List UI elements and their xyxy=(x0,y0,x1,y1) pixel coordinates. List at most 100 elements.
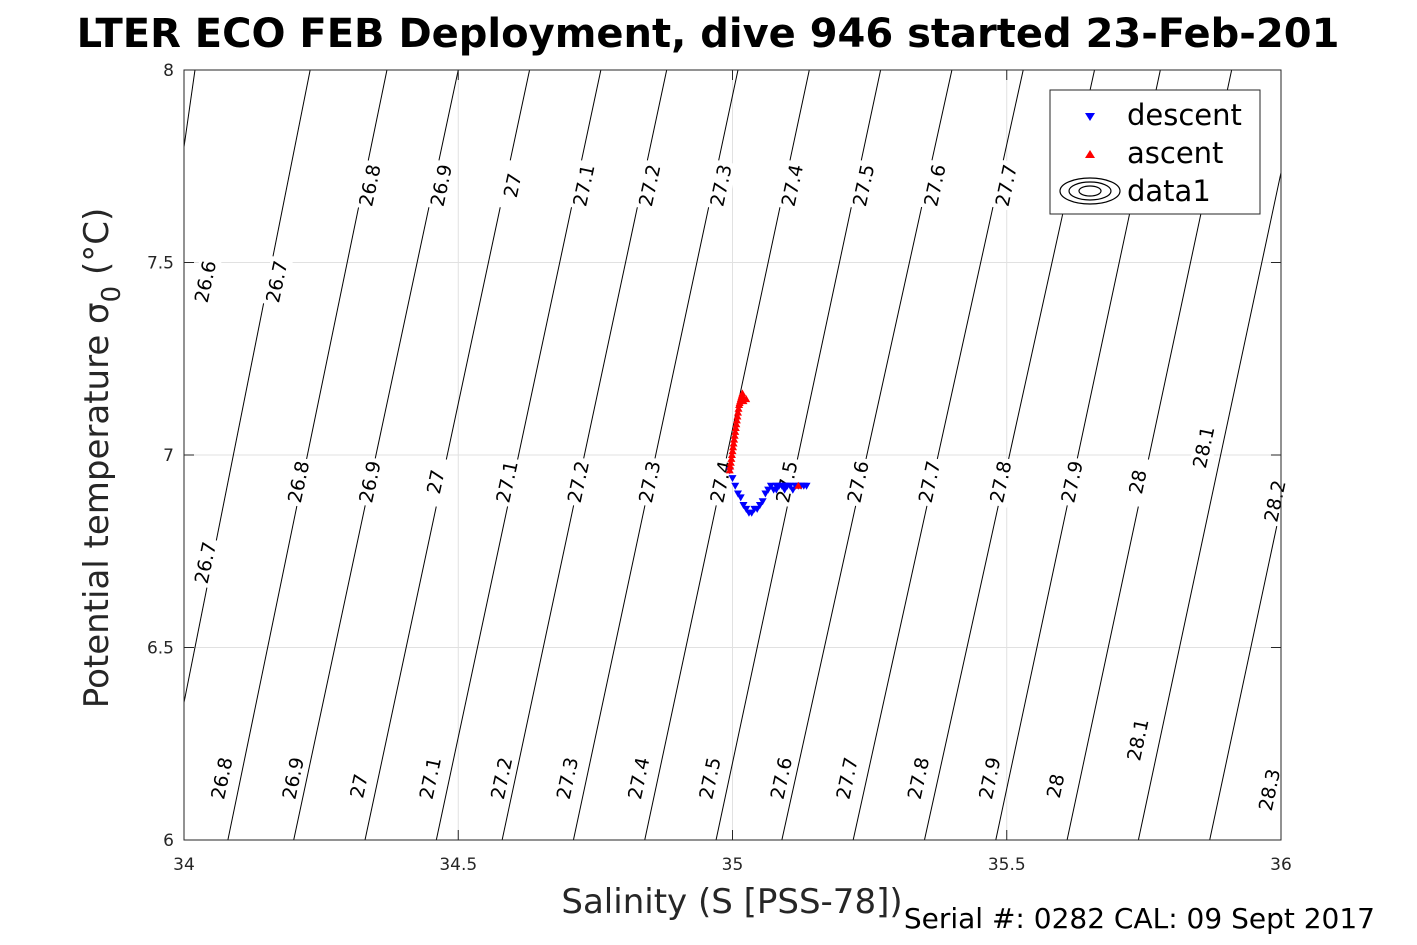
contour-label-bg xyxy=(261,255,294,308)
legend-descent-marker xyxy=(1085,113,1095,121)
legend-box xyxy=(1049,89,1261,215)
contour-label-bg xyxy=(426,159,458,212)
contour-label: 28 xyxy=(1125,468,1152,496)
contour-label-bg xyxy=(694,752,727,805)
legend-descent-label: descent xyxy=(1127,98,1242,132)
contour-label-bg xyxy=(486,752,518,805)
contour-label-bg xyxy=(491,456,524,508)
x-axis-label: Salinity (S [PSS-78]) xyxy=(561,882,902,922)
y-axis-label: Potential temperature σ0 (°C) xyxy=(77,208,127,708)
descent-point xyxy=(772,486,781,494)
contour-label-bg xyxy=(206,752,239,805)
contour-label-bg xyxy=(563,456,595,508)
x-tick-label: 35.5 xyxy=(988,855,1026,875)
legend-ascent-label: ascent xyxy=(1127,136,1223,170)
contour-label-bg xyxy=(343,760,376,812)
contour-label-bg xyxy=(777,159,809,212)
contour-label-bg xyxy=(568,159,601,212)
contour-label-bg xyxy=(354,159,387,212)
contour-label-bg xyxy=(848,159,880,212)
x-tick-label: 35 xyxy=(722,855,744,875)
ascent-point xyxy=(725,466,734,474)
contour-label-bg xyxy=(497,159,529,212)
contour-label-bg xyxy=(771,456,804,508)
contour-label-bg xyxy=(919,159,952,212)
contour-label-bg xyxy=(634,159,666,212)
descent-point xyxy=(731,482,740,490)
ascent-point xyxy=(738,389,747,397)
ascent-point xyxy=(726,462,735,470)
contour-label-bg xyxy=(634,456,666,508)
contour-label-bg xyxy=(1254,764,1286,816)
ascent-point xyxy=(730,431,739,439)
sigma0-contour-28.2 xyxy=(1209,503,1281,840)
descent-point xyxy=(758,498,767,506)
contour-label-bg xyxy=(420,456,453,508)
ascent-point xyxy=(733,408,742,416)
ascent-point xyxy=(732,416,741,424)
chart-title: LTER ECO FEB Deployment, dive 946 starte… xyxy=(77,11,1340,57)
contour-label-bg xyxy=(623,752,656,805)
contour-label-bg xyxy=(415,752,447,805)
serial-cal-footer: Serial #: 0282 CAL: 09 Sept 2017 xyxy=(904,902,1375,935)
descent-point xyxy=(780,482,789,490)
y-tick-label: 7.5 xyxy=(147,254,174,274)
contour-label-bg xyxy=(552,752,584,805)
data-series xyxy=(725,389,811,517)
x-tick-label: 34.5 xyxy=(439,855,477,875)
contour-label: 27 xyxy=(500,171,527,199)
contour-label-bg xyxy=(1122,714,1155,766)
contour-label-bg xyxy=(283,456,315,508)
contour-label-bg xyxy=(766,752,798,805)
y-axis-label-main: Potential temperature σ xyxy=(77,302,117,708)
contour-label-bg xyxy=(190,537,222,589)
legend-data1-label: data1 xyxy=(1127,174,1211,208)
ascent-point xyxy=(727,451,736,458)
contour-label-bg xyxy=(974,752,1007,805)
descent-point xyxy=(766,482,775,490)
contour-label-bg xyxy=(831,752,864,805)
descent-point xyxy=(786,482,795,490)
descent-point xyxy=(739,502,748,510)
ascent-point xyxy=(742,395,751,403)
contour-label-bg xyxy=(1040,760,1072,812)
ascent-point xyxy=(727,454,736,462)
contour-label-bg xyxy=(985,456,1018,508)
x-tick-label: 34 xyxy=(173,855,195,875)
ascent-point xyxy=(730,435,739,443)
contour-label: 28 xyxy=(1043,772,1070,800)
ascent-point xyxy=(729,443,738,451)
contour-label-bg xyxy=(1056,456,1089,508)
contour-label-bg xyxy=(990,159,1023,212)
sigma0-contour-28.3 xyxy=(1280,837,1281,840)
contour-label-bg xyxy=(354,456,387,508)
y-axis-label-sub: 0 xyxy=(97,286,127,303)
contour-label-bg xyxy=(190,255,222,308)
contour-label-bg xyxy=(1122,456,1155,508)
legend-ascent-marker xyxy=(1085,150,1095,158)
contour-label-bg xyxy=(705,159,738,212)
ascent-point xyxy=(794,481,803,489)
ascent-point xyxy=(731,427,740,435)
y-tick-label: 6.5 xyxy=(147,639,174,659)
sigma0-contour-28.1 xyxy=(1137,170,1281,840)
contour-label-bg xyxy=(1259,475,1292,527)
legend-data1-contour-icon xyxy=(1059,177,1121,205)
contour-label-bg xyxy=(903,752,935,805)
legend: descent ascent data1 xyxy=(1049,89,1261,215)
descent-point xyxy=(736,494,745,502)
ascent-point xyxy=(726,458,735,466)
descent-point xyxy=(802,482,811,490)
y-tick-label: 8 xyxy=(163,61,174,81)
contour-label-bg xyxy=(277,752,310,805)
contour-label-bg xyxy=(914,456,946,508)
contour-label-bg xyxy=(842,456,875,508)
axis-ticks: 34 34.5 35 35.5 36 6 6.5 7 7.5 8 xyxy=(147,61,1292,875)
ascent-point xyxy=(729,439,738,447)
descent-point xyxy=(733,490,742,498)
ascent-point xyxy=(731,424,740,432)
ascent-point xyxy=(733,412,742,420)
contour-label-bg xyxy=(1188,421,1220,474)
x-tick-label: 36 xyxy=(1270,855,1292,875)
